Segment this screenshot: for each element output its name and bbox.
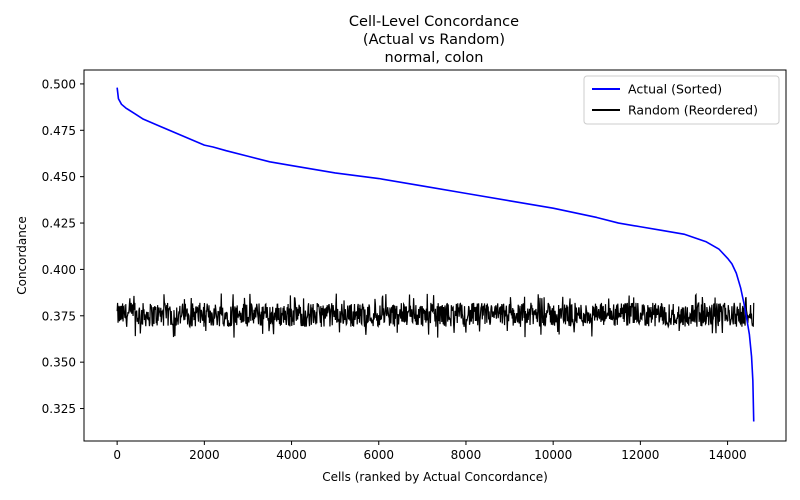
chart-title: Cell-Level Concordance (Actual vs Random)…	[349, 14, 519, 66]
y-axis-label: Concordance	[15, 216, 29, 295]
y-axis: 0.325 0.350 0.375 0.400 0.425 0.450 0.475 0.500…	[15, 77, 84, 416]
x-tick-label: 14000	[708, 448, 746, 462]
plot-area	[83, 69, 787, 442]
chart-title-line: normal, colon	[385, 50, 484, 66]
x-tick-label: 6000	[363, 448, 394, 462]
y-tick-label: 0.475	[42, 124, 76, 138]
x-tick-label: 10000	[534, 448, 572, 462]
chart-title-line: (Actual vs Random)	[363, 32, 505, 48]
x-tick-label: 0	[113, 448, 121, 462]
x-axis: 0 2000 4000 6000 8000 10000 12000 14000 Cells (r…	[113, 441, 747, 484]
y-tick-label: 0.375	[42, 309, 76, 323]
x-axis-label: Cells (ranked by Actual Concordance)	[322, 470, 548, 484]
x-tick-label: 2000	[189, 448, 220, 462]
y-tick-label: 0.500	[42, 77, 76, 91]
plot-frame	[83, 69, 787, 442]
y-tick-label: 0.450	[42, 170, 76, 184]
series-random-line	[116, 292, 755, 338]
series-actual-line	[116, 87, 755, 422]
x-tick-label: 12000	[621, 448, 659, 462]
legend-label-0: Actual (Sorted)	[628, 82, 722, 97]
y-tick-label: 0.325	[42, 402, 76, 416]
y-tick-label: 0.425	[42, 217, 76, 231]
y-tick-label: 0.350	[42, 356, 76, 370]
legend-box	[583, 75, 780, 125]
chart-title-line: Cell-Level Concordance	[349, 14, 519, 30]
x-tick-label: 4000	[276, 448, 307, 462]
legend-label-1: Random (Reordered)	[628, 103, 758, 118]
y-tick-label: 0.400	[42, 263, 76, 277]
x-tick-label: 8000	[451, 448, 482, 462]
legend: Actual (Sorted) Random (Reordered)	[583, 75, 780, 125]
